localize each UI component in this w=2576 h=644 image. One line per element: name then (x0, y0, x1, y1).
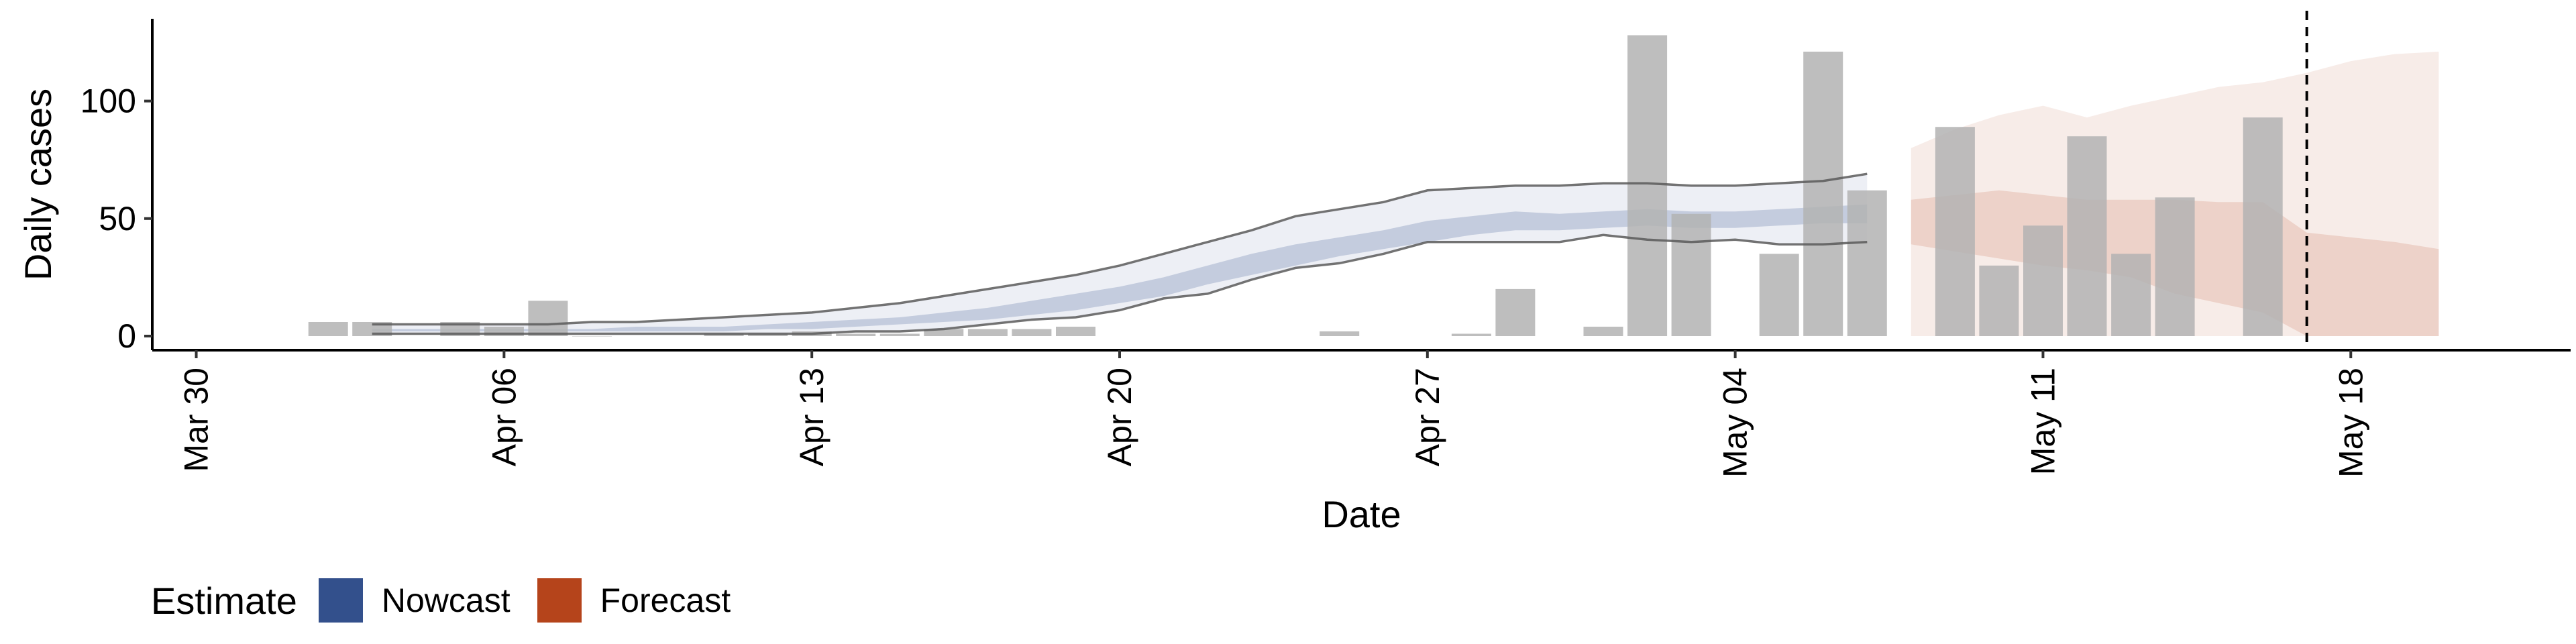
case-bar (2023, 225, 2063, 336)
case-bar (967, 329, 1008, 336)
legend-item-nowcast: Nowcast (318, 578, 511, 623)
case-bar (836, 333, 876, 336)
x-tick-label: May 11 (2024, 368, 2061, 475)
case-bar (1935, 127, 1975, 336)
legend-title: Estimate (151, 579, 297, 622)
case-bar (2111, 254, 2151, 336)
case-bar (1583, 327, 1623, 336)
x-tick-label: Apr 20 (1101, 368, 1138, 466)
y-tick-label: 100 (80, 83, 136, 120)
y-tick-label: 50 (99, 200, 136, 237)
nowcast-inner-band (372, 204, 1868, 331)
case-bar (1495, 288, 1536, 336)
case-bar (572, 336, 612, 337)
legend-label-forecast: Forecast (600, 582, 731, 619)
nowcast-outer-band (372, 174, 1868, 334)
legend-item-forecast: Forecast (537, 578, 731, 623)
x-tick-label: May 04 (1717, 368, 1754, 478)
case-bar (879, 333, 920, 336)
case-bar (1627, 35, 1668, 336)
case-bar (1759, 254, 1799, 336)
y-axis-title: Daily cases (17, 89, 59, 280)
case-bar (1451, 333, 1491, 336)
case-bar (1320, 331, 1360, 336)
case-bar (308, 322, 348, 336)
y-tick-label: 0 (117, 317, 136, 355)
case-bar (1012, 329, 1052, 336)
legend-key-forecast (537, 578, 582, 623)
x-tick-label: Apr 06 (485, 368, 523, 466)
case-bar (1803, 52, 1843, 336)
case-bar (2067, 136, 2107, 336)
nowcast-lower-line (372, 233, 1868, 335)
case-bar (1979, 265, 2019, 336)
case-bar (1847, 190, 1887, 336)
case-bar (528, 301, 568, 336)
chart-canvas: 0 50 100 Mar 30 Apr 06 Apr 13 Apr 20 Apr 27 May … (17, 11, 2571, 535)
legend-label-nowcast: Nowcast (381, 582, 511, 619)
x-tick-label: May 18 (2332, 368, 2369, 478)
legend: Estimate Nowcast Forecast (151, 577, 757, 624)
legend-key-nowcast (318, 578, 363, 623)
plot-area (308, 11, 2439, 350)
x-tick-label: Apr 27 (1409, 368, 1446, 466)
axes: 0 50 100 Mar 30 Apr 06 Apr 13 Apr 20 Apr 27 May … (80, 19, 2571, 478)
case-bar (2243, 117, 2283, 336)
case-bar (1671, 213, 1711, 336)
x-tick-label: Mar 30 (178, 368, 215, 472)
x-axis-title: Date (1322, 493, 1401, 535)
case-bar (1056, 327, 1095, 336)
case-bar (924, 329, 964, 336)
x-tick-label: Apr 13 (793, 368, 830, 466)
case-bar (2155, 197, 2195, 336)
nowcast-upper-line (372, 172, 1868, 326)
